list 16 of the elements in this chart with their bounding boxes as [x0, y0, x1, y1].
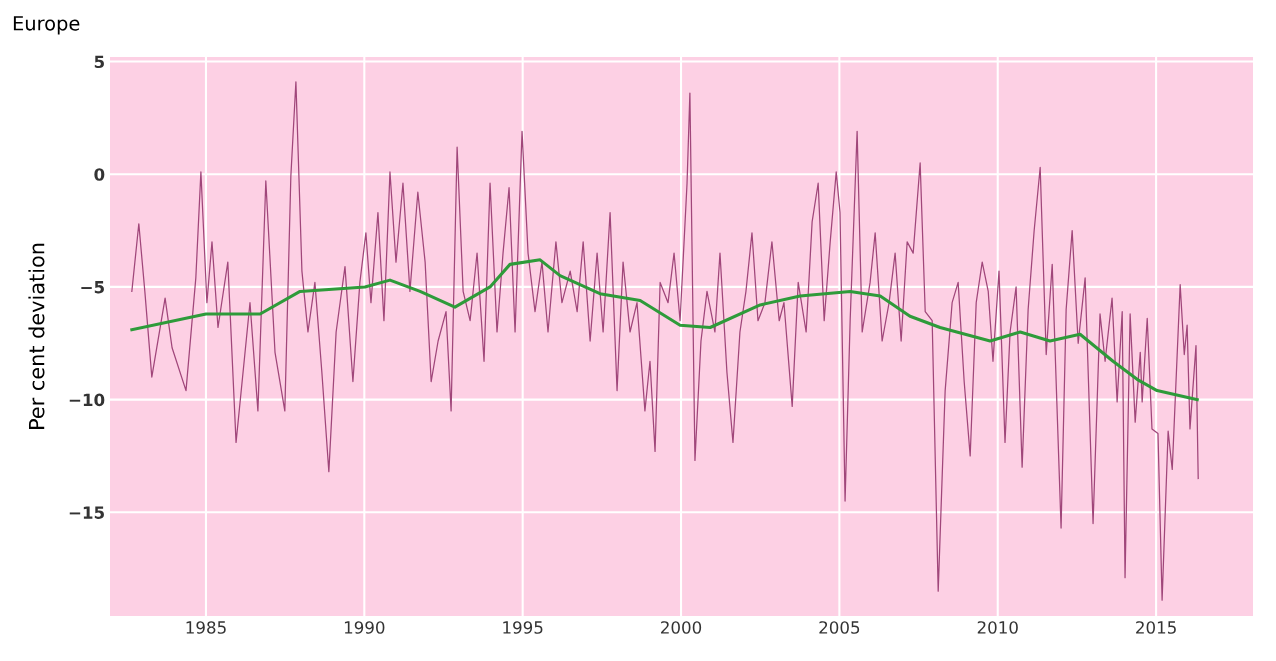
x-tick-label: 1985 — [186, 621, 226, 634]
y-tick-label: −10 — [69, 393, 105, 407]
line-series — [131, 81, 1199, 601]
x-tick-label: 2005 — [819, 621, 860, 634]
x-tick-label: 2010 — [977, 621, 1018, 634]
chart-title: Europe — [13, 16, 80, 35]
y-tick-label: −15 — [69, 506, 104, 519]
line-series — [130, 258, 1199, 402]
x-tick-label: 2015 — [1136, 621, 1176, 634]
x-tick-label: 2000 — [661, 621, 702, 634]
y-axis-title: Per cent deviation — [28, 243, 45, 429]
y-tick-label: −5 — [81, 281, 104, 294]
x-tick-label: 1995 — [503, 621, 543, 634]
x-tick-label: 1990 — [344, 621, 385, 634]
y-tick-label: 5 — [94, 55, 104, 69]
y-tick-label: 0 — [94, 168, 105, 181]
